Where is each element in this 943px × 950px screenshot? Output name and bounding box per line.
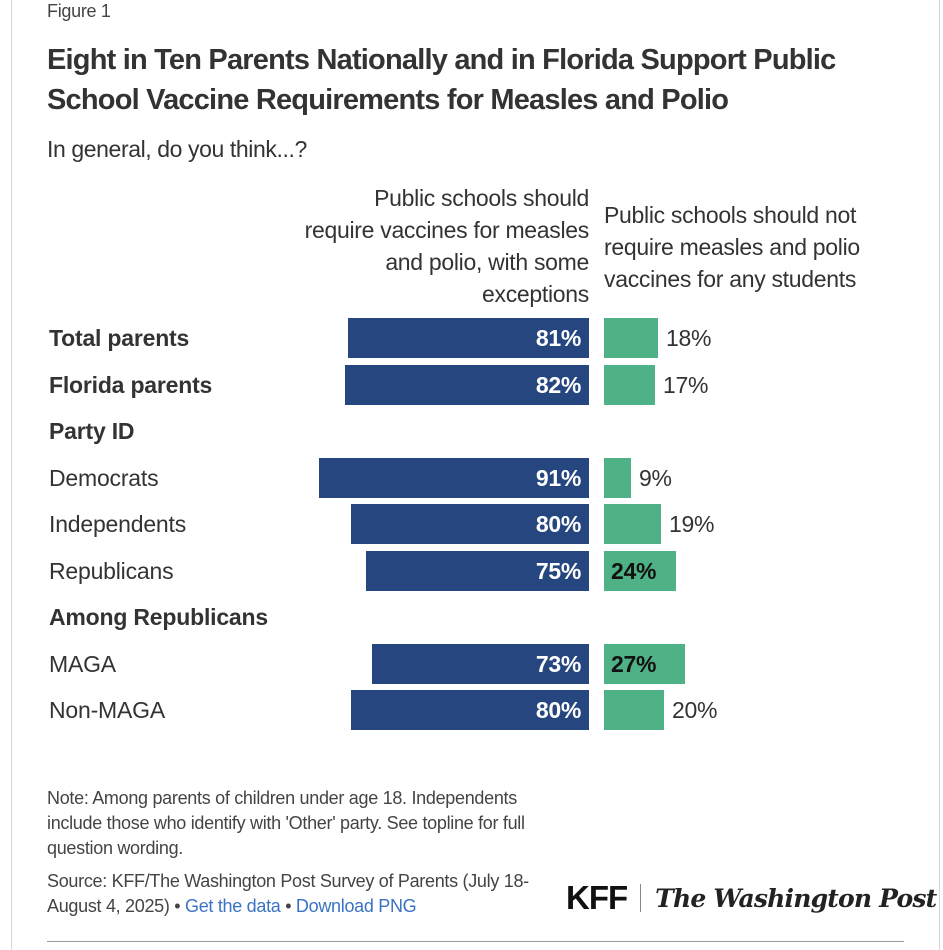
- value-label-require-florida-parents: 82%: [535, 372, 581, 398]
- value-label-require-republicans: 75%: [535, 558, 581, 584]
- bar-not-require-democrats: [604, 458, 631, 498]
- kff-logo: KFF: [566, 879, 628, 916]
- column-header-not-require: Public schools should not require measle…: [604, 202, 860, 292]
- bar-not-require-non-maga: [604, 690, 664, 730]
- row-label-democrats: Democrats: [49, 465, 159, 491]
- value-label-not-require-total-parents: 18%: [666, 325, 712, 351]
- value-label-not-require-republicans: 24%: [611, 558, 657, 584]
- chart-title: Eight in Ten Parents Nationally and in F…: [47, 44, 836, 116]
- get-the-data-link[interactable]: Get the data: [185, 896, 281, 916]
- row-label-total-parents: Total parents: [49, 325, 190, 351]
- figure-frame: [11, 0, 940, 950]
- bar-not-require-republicans: [604, 551, 676, 591]
- separator: •: [174, 896, 181, 916]
- value-label-require-non-maga: 80%: [535, 697, 581, 723]
- bottom-divider: [47, 941, 904, 942]
- source-text: Source: KFF/The Washington Post Survey o…: [47, 871, 529, 916]
- value-label-require-maga: 73%: [535, 651, 581, 677]
- separator: •: [285, 896, 292, 916]
- bar-require-non-maga: [351, 690, 589, 730]
- bar-require-florida-parents: [345, 365, 589, 405]
- bar-require-independents: [351, 504, 589, 544]
- logos: KFF The Washington Post: [566, 878, 937, 918]
- bar-require-democrats: [318, 458, 589, 498]
- row-label-republicans: Republicans: [49, 558, 174, 584]
- chart-note: Note: Among parents of children under ag…: [47, 788, 525, 858]
- value-label-require-independents: 80%: [535, 511, 581, 537]
- group-header-party-id: Party ID: [49, 418, 135, 444]
- group-header-among-republicans: Among Republicans: [49, 604, 268, 630]
- logo-divider: [640, 884, 642, 912]
- row-label-florida-parents: Florida parents: [49, 372, 213, 398]
- bar-require-maga: [372, 644, 589, 684]
- bar-not-require-florida-parents: [604, 365, 655, 405]
- washington-post-logo: The Washington Post: [655, 883, 937, 913]
- value-label-not-require-independents: 19%: [669, 511, 715, 537]
- row-label-non-maga: Non-MAGA: [49, 697, 165, 723]
- chart-subtitle: In general, do you think...?: [47, 136, 307, 162]
- value-label-not-require-democrats: 9%: [639, 465, 672, 491]
- row-label-independents: Independents: [49, 511, 187, 537]
- value-label-not-require-non-maga: 20%: [672, 697, 718, 723]
- bar-not-require-total-parents: [604, 318, 658, 358]
- bar-not-require-independents: [604, 504, 661, 544]
- bar-require-total-parents: [348, 318, 589, 358]
- chart-source: Source: KFF/The Washington Post Survey o…: [47, 869, 557, 919]
- bar-require-republicans: [366, 551, 589, 591]
- row-label-maga: MAGA: [49, 651, 116, 677]
- value-label-require-total-parents: 81%: [535, 325, 581, 351]
- download-png-link[interactable]: Download PNG: [295, 896, 417, 916]
- column-header-require: Public schools should require vaccines f…: [304, 185, 590, 307]
- bar-not-require-maga: [604, 644, 685, 684]
- value-label-require-democrats: 91%: [535, 465, 581, 491]
- value-label-not-require-maga: 27%: [611, 651, 657, 677]
- figure-label: Figure 1: [47, 1, 111, 21]
- value-label-not-require-florida-parents: 17%: [663, 372, 709, 398]
